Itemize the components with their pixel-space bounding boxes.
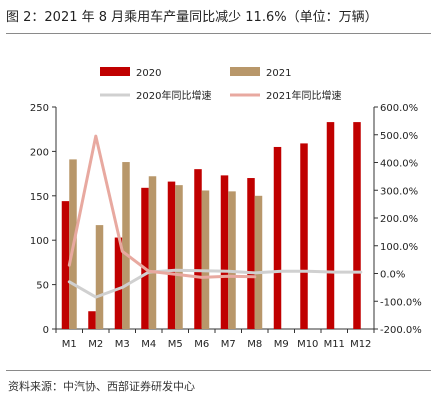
x-tick-label: M4 [141,339,156,350]
left-tick-label: 50 [36,281,49,292]
bar-2021-M6 [201,190,210,329]
right-tick-label: 500.0% [380,131,418,142]
x-tick-label: M1 [62,339,77,350]
source-note: 资料来源：中汽协、西部证券研发中心 [8,380,195,393]
bar-2021-M3 [122,162,130,329]
right-tick-label: -100.0% [380,297,422,308]
bar-2020-M12 [353,122,361,329]
bar-2020-M1 [61,201,70,329]
bar-2020-M2 [88,311,96,329]
x-tick-label: M7 [221,339,236,350]
right-tick-label: -200.0% [380,325,422,336]
x-tick-label: M2 [88,339,103,350]
x-tick-label: M6 [194,339,209,350]
legend-label-2021年同比增速: 2021年同比增速 [266,89,341,102]
bar-2020-M9 [273,146,282,329]
right-tick-label: 100.0% [380,242,418,253]
x-tick-label: M8 [247,339,262,350]
legend-label-2020: 2020 [136,68,161,79]
legend-swatch-2021 [230,67,260,76]
line-2020年同比增速 [67,268,363,299]
x-tick-label: M12 [350,339,371,350]
x-tick-label: M3 [115,339,130,350]
x-tick-label: M5 [168,339,183,350]
bar-2020-M8 [247,178,255,329]
x-tick-label: M10 [297,339,318,350]
right-tick-label: 0.0% [380,270,405,281]
title-divider [6,33,431,34]
bar-2020-M10 [300,143,308,329]
right-tick-label: 600.0% [380,103,418,114]
bar-2020-M6 [194,169,202,329]
bar-2021-M4 [148,176,157,329]
left-tick-label: 0 [43,325,49,336]
x-tick-label: M11 [324,339,345,350]
right-tick-label: 300.0% [380,186,418,197]
left-tick-label: 100 [30,236,49,247]
x-tick-label: M9 [274,339,289,350]
bar-2021-M7 [228,191,236,329]
bar-2021-M5 [175,185,183,329]
legend-swatch-2020 [100,67,130,76]
bar-2021-M8 [254,195,263,329]
bar-2020-M11 [326,122,335,329]
left-tick-label: 200 [30,147,49,158]
bar-2020-M7 [220,175,229,329]
chart-title: 图 2：2021 年 8 月乘用车产量同比减少 11.6%（单位：万辆） [6,10,378,25]
bar-2020-M4 [141,187,149,329]
source-divider [6,370,431,371]
legend-label-2021: 2021 [266,68,291,79]
bar-2020-M5 [167,181,176,329]
left-tick-label: 250 [30,103,49,114]
legend-label-2020年同比增速: 2020年同比增速 [136,89,211,102]
left-tick-label: 150 [30,192,49,203]
right-tick-label: 200.0% [380,214,418,225]
line-2021年同比增速 [67,134,257,279]
right-tick-label: 400.0% [380,159,418,170]
bar-2020-M3 [114,237,123,329]
bar-2021-M2 [95,225,104,329]
